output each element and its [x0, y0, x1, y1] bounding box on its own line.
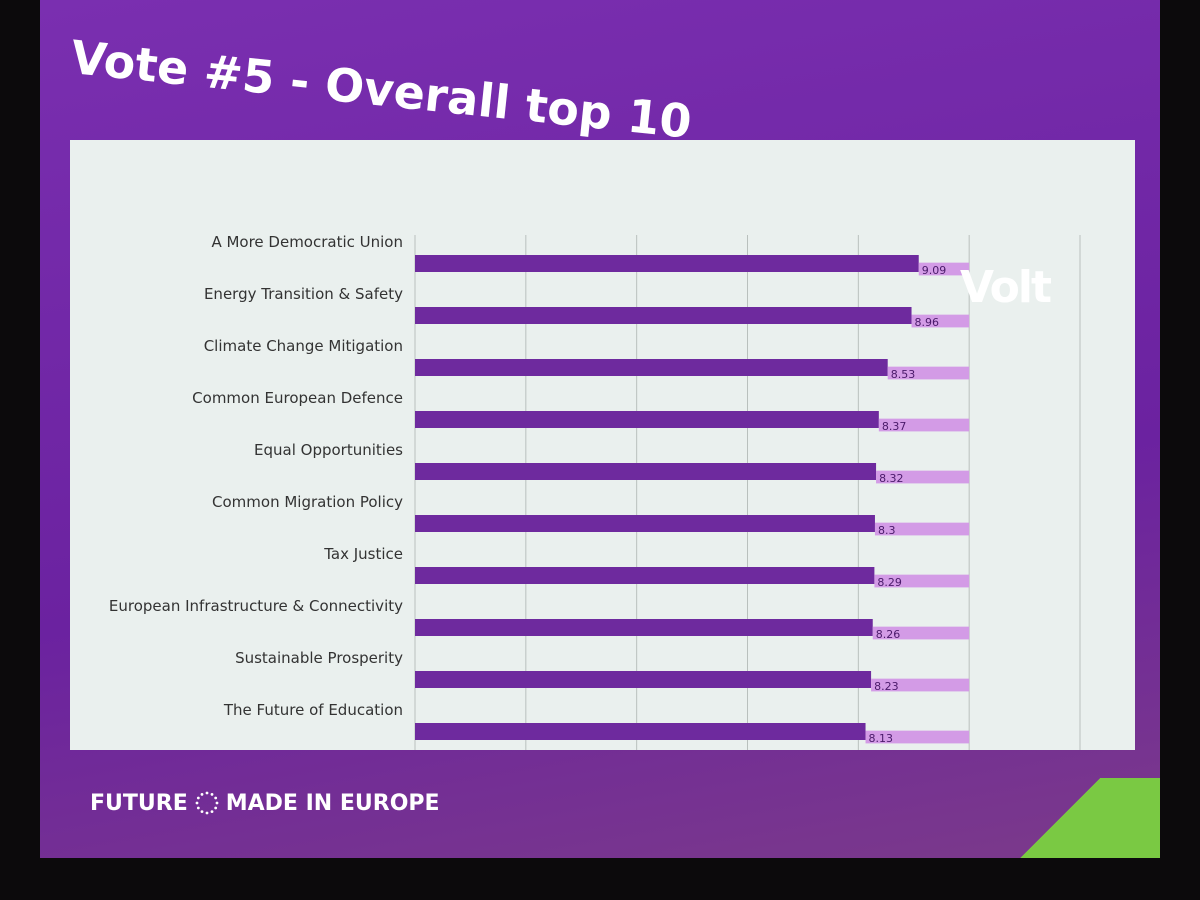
bar [415, 307, 912, 324]
remainder-bar [878, 418, 970, 432]
remainder-bar [865, 730, 970, 744]
category-label: Sustainable Prosperity [235, 649, 403, 667]
star [205, 811, 209, 815]
bar [415, 671, 872, 688]
value-label: 8.13 [869, 732, 894, 745]
value-label: 9.09 [922, 264, 947, 277]
footer: FUTURE MADE IN EUROPE [90, 790, 440, 816]
category-label: Energy Transition & Safety [204, 285, 403, 303]
bar [415, 411, 879, 428]
remainder-bar [918, 262, 970, 276]
category-label: Climate Change Mitigation [204, 337, 403, 355]
green-accent [960, 778, 1160, 858]
category-label: European Infrastructure & Connectivity [109, 597, 403, 615]
star [195, 801, 199, 805]
remainder-bar [911, 314, 970, 328]
bar [415, 463, 877, 480]
bar [415, 567, 875, 584]
category-label: Common European Defence [192, 389, 403, 407]
value-label: 8.32 [879, 472, 904, 485]
bar [415, 723, 866, 740]
footer-left: FUTURE [90, 790, 188, 816]
chart-panel: A More Democratic Union 9.09 Energy Transi… [70, 140, 1135, 765]
category-label: Common Migration Policy [212, 493, 403, 511]
star [213, 806, 217, 810]
star [213, 796, 217, 800]
remainder-bar [874, 522, 970, 536]
value-label: 8.23 [874, 680, 899, 693]
remainder-bar [872, 626, 970, 640]
star [210, 792, 214, 796]
star [200, 810, 204, 814]
category-label: Tax Justice [323, 545, 403, 563]
value-label: 8.53 [891, 368, 916, 381]
value-label: 8.3 [878, 524, 896, 537]
remainder-bar [887, 366, 970, 380]
star [196, 796, 200, 800]
eu-stars-circle-icon [195, 791, 219, 815]
remainder-bar [874, 574, 970, 588]
bar-chart: A More Democratic Union 9.09 Energy Transi… [109, 233, 1081, 765]
bar [415, 255, 919, 272]
star [210, 810, 214, 814]
bar [415, 619, 873, 636]
remainder-bar [876, 470, 970, 484]
star [205, 791, 209, 795]
bar [415, 515, 875, 532]
star [196, 806, 200, 810]
category-label: A More Democratic Union [211, 233, 403, 251]
star [200, 792, 204, 796]
volt-logo: Volt [960, 262, 1052, 313]
remainder-bar [871, 678, 970, 692]
value-label: 8.37 [882, 420, 907, 433]
category-label: The Future of Education [223, 701, 403, 719]
slide-title: Vote #5 - Overall top 10 [68, 30, 695, 149]
footer-right: MADE IN EUROPE [225, 790, 440, 816]
slide: Vote #5 - Overall top 10 A More Democrat… [40, 0, 1160, 858]
bar [415, 359, 888, 376]
category-label: Equal Opportunities [254, 441, 403, 459]
star [215, 801, 219, 805]
value-label: 8.26 [876, 628, 901, 641]
value-label: 8.29 [877, 576, 902, 589]
value-label: 8.96 [915, 316, 940, 329]
